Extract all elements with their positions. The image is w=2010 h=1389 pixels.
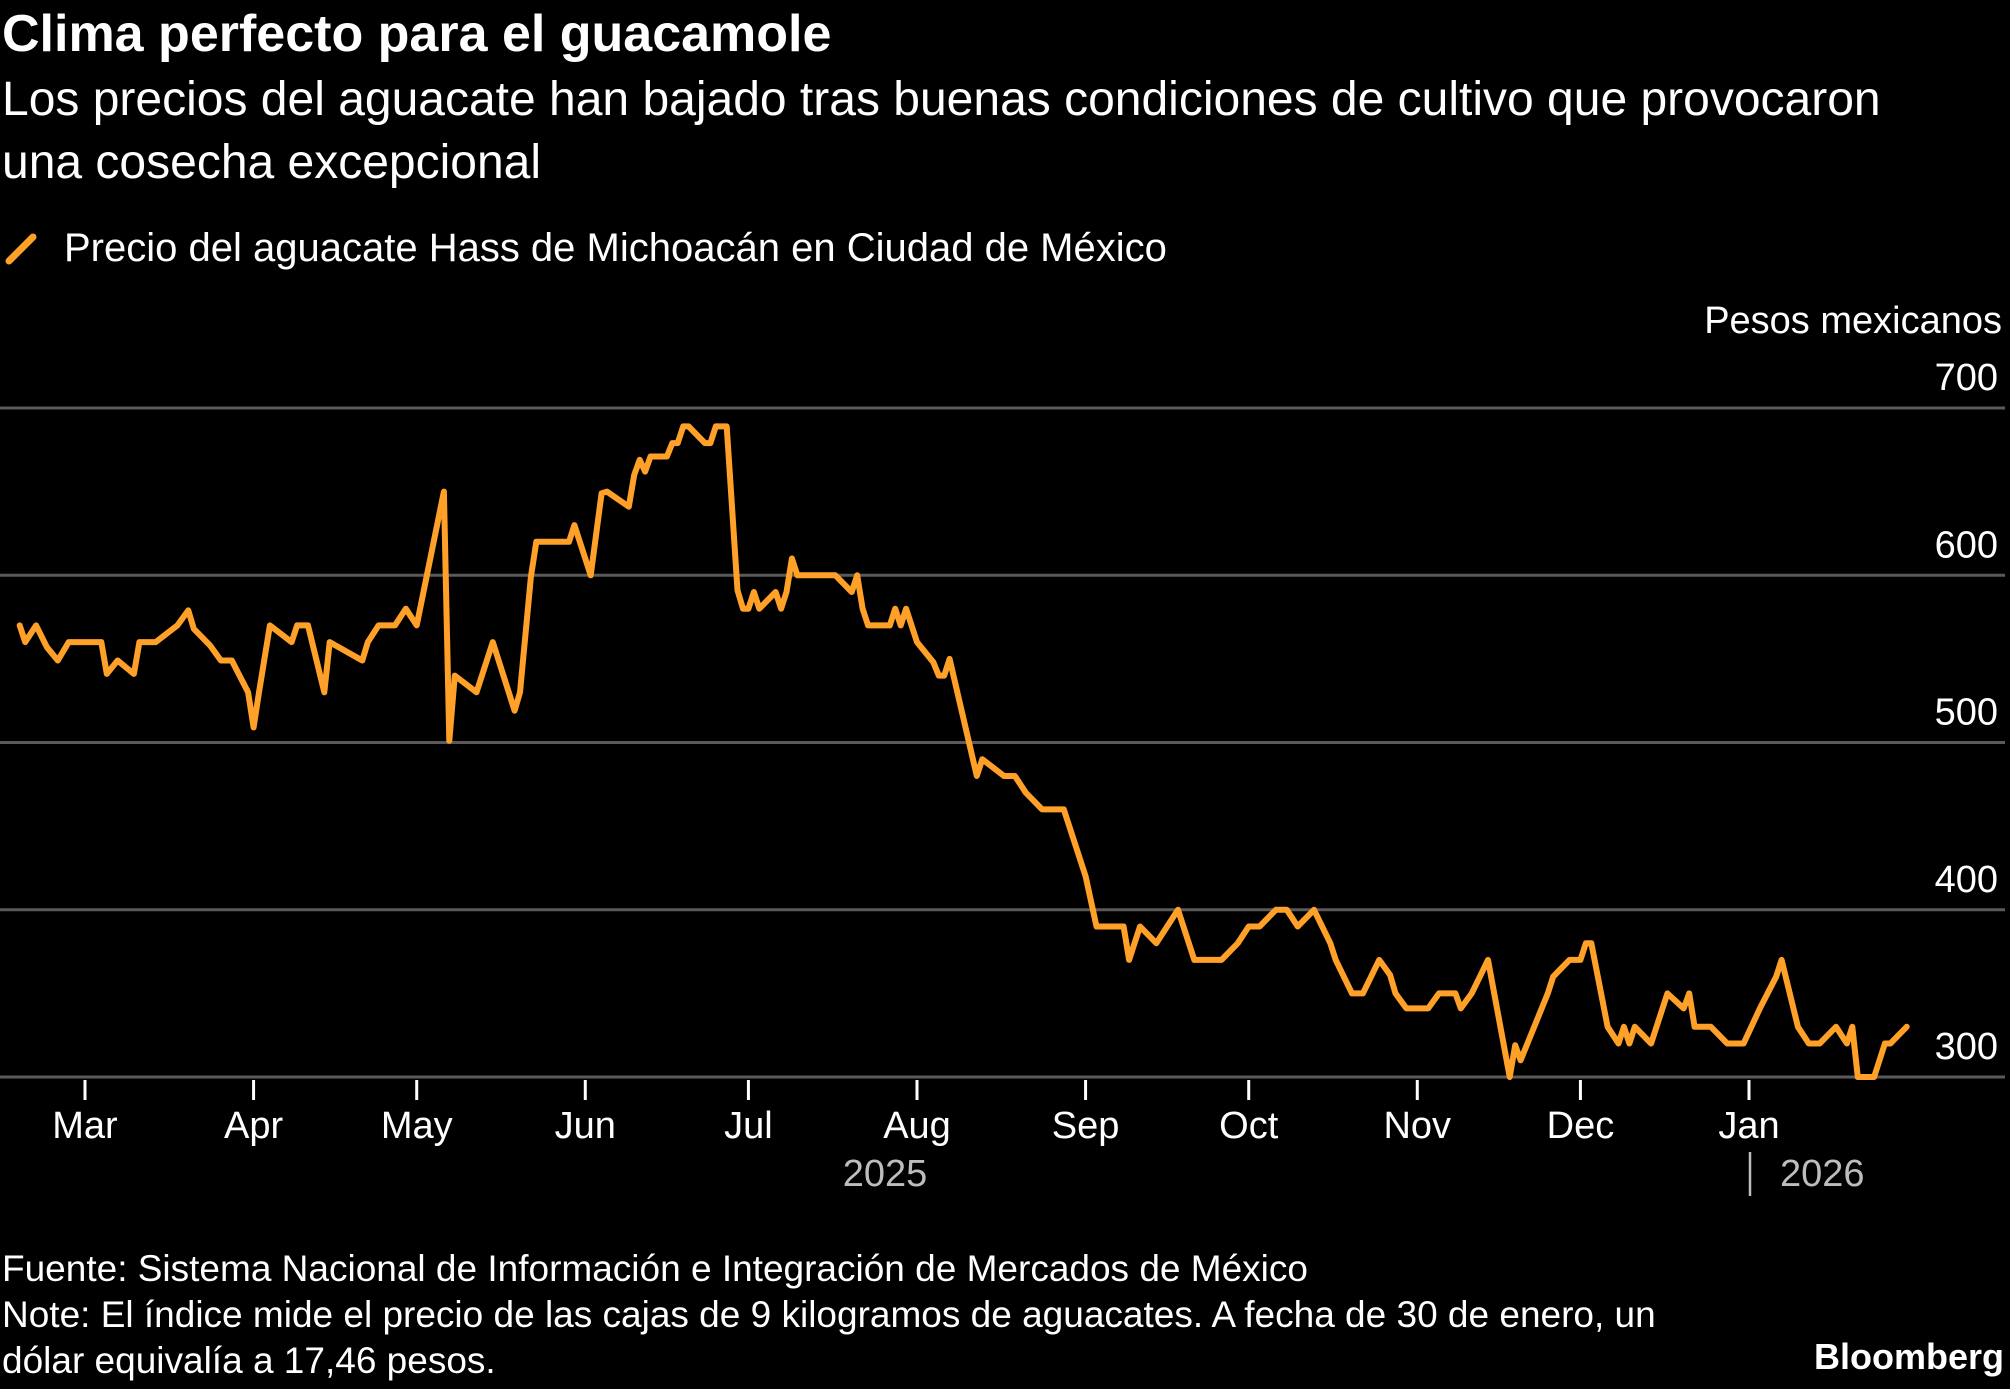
legend: Precio del aguacate Hass de Michoacán en…	[4, 226, 1167, 271]
x-tick-label: May	[381, 1105, 453, 1147]
x-tick-label: Mar	[52, 1105, 118, 1147]
footnotes: Fuente: Sistema Nacional de Información …	[2, 1246, 1722, 1384]
source-note: Fuente: Sistema Nacional de Información …	[2, 1248, 1308, 1289]
y-tick-label: 700	[1935, 357, 1998, 399]
price-series-line	[16, 423, 1910, 1080]
methodology-note: Note: El índice mide el precio de las ca…	[2, 1294, 1656, 1381]
y-tick-label: 500	[1935, 692, 1998, 734]
year-label: 2026	[1780, 1153, 1865, 1195]
legend-swatch-icon	[5, 233, 37, 264]
x-tick-label: Apr	[224, 1105, 283, 1147]
chart-title: Clima perfecto para el guacamole	[2, 5, 832, 63]
x-tick-label: Jun	[555, 1105, 616, 1147]
x-tick-label: Oct	[1219, 1105, 1279, 1147]
year-label: 2025	[843, 1153, 928, 1195]
x-tick-label: Jan	[1718, 1105, 1779, 1147]
x-tick-label: Jul	[724, 1105, 773, 1147]
y-tick-label: 300	[1935, 1026, 1998, 1068]
x-tick-label: Nov	[1383, 1105, 1451, 1147]
y-tick-label: 400	[1935, 859, 1998, 901]
y-tick-label: 600	[1935, 524, 1998, 566]
chart-subtitle: Los precios del aguacate han bajado tras…	[2, 73, 1881, 189]
bloomberg-logo: Bloomberg	[1813, 1336, 2004, 1377]
x-tick-label: Sep	[1052, 1105, 1120, 1147]
x-tick-label: Dec	[1547, 1105, 1615, 1147]
y-axis-unit-label: Pesos mexicanos	[1704, 300, 2002, 342]
x-tick-label: Aug	[883, 1105, 951, 1147]
legend-label: Precio del aguacate Hass de Michoacán en…	[64, 226, 1167, 270]
